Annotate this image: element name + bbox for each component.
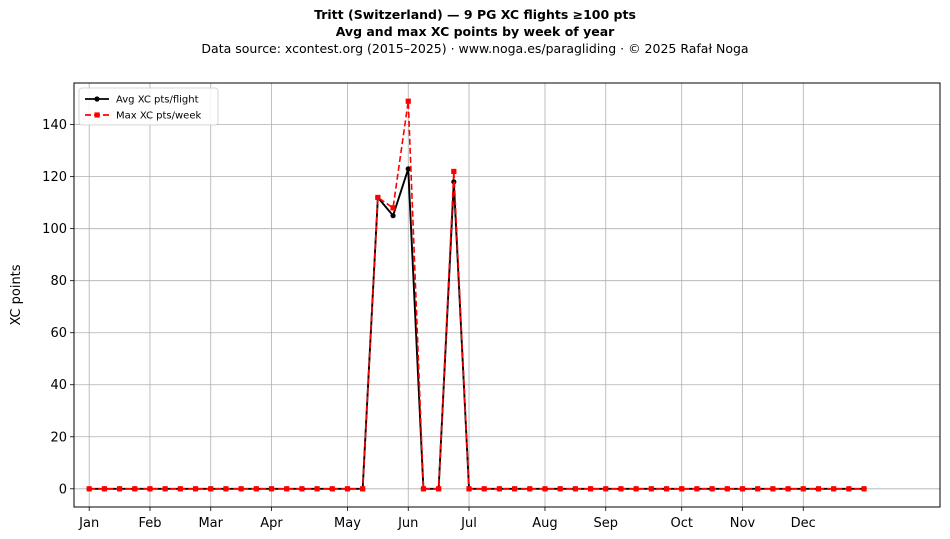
data-point-max [344,486,351,492]
y-tick-label: 100 [42,222,67,237]
data-point-max [86,486,92,492]
plot-area [86,98,867,492]
data-point-max [375,194,381,201]
y-tick-label: 140 [42,118,67,133]
data-point-max [314,486,320,492]
data-point-max [648,486,654,492]
data-point-max [603,486,609,492]
data-point-max [755,486,761,492]
data-point-max [451,168,457,175]
x-tick-label: Feb [138,516,161,531]
data-point-max [223,486,229,492]
data-point-avg [405,166,411,172]
data-point-max [192,486,199,492]
data-point-max [177,486,183,492]
x-tick-label: Sep [593,516,618,531]
data-point-max [405,98,411,104]
data-point-max [284,486,290,492]
data-source-note: Data source: xcontest.org (2015–2025) · … [201,41,749,56]
data-point-max [527,486,533,492]
data-point-max [831,486,837,492]
data-point-max [587,486,594,492]
data-point-max [572,486,578,492]
data-point-max [511,486,518,492]
x-tick-label: Jul [460,516,477,531]
x-tick-label: Aug [532,516,557,531]
y-tick-label: 0 [59,482,67,497]
data-point-max [557,486,563,492]
data-point-max [390,205,396,211]
data-point-max [815,486,822,492]
data-point-max [238,486,244,492]
data-point-max [542,486,548,492]
data-point-max [679,486,685,492]
data-point-max [132,486,138,492]
data-point-max [785,486,791,492]
data-point-max [147,486,153,492]
y-tick-label: 120 [42,170,67,185]
x-tick-label: Nov [730,516,756,531]
data-point-avg [390,213,396,219]
x-tick-label: Dec [791,516,816,531]
x-axis: Jan Feb Mar Apr May Jun Jul Aug Sep Oct Nov Dec [78,507,816,531]
data-point-max [709,486,715,492]
data-point-max [360,486,366,492]
data-point-max [420,486,427,492]
x-tick-label: Oct [670,516,692,531]
x-tick-label: May [334,516,361,531]
data-point-max [846,486,852,492]
data-point-max [101,486,107,492]
data-point-max [496,486,503,492]
legend-marker-square [94,112,100,118]
grid-lines [74,83,940,507]
data-point-max [329,486,335,492]
data-point-max [299,486,305,492]
x-tick-label: Mar [198,516,223,531]
y-tick-label: 80 [50,274,67,289]
data-point-max [770,486,776,492]
data-point-max [694,486,700,492]
data-point-max [861,486,867,492]
y-tick-label: 60 [50,326,67,341]
data-point-max [663,486,670,492]
x-tick-label: Jan [78,516,99,531]
data-point-max [466,486,472,492]
legend-marker-circle [94,96,100,102]
title-block: Tritt (Switzerland) — 9 PG XC flights ≥1… [0,6,950,57]
legend-label: Avg XC pts/flight [116,95,199,106]
y-axis-label: XC points [9,264,24,325]
data-point-max [618,486,624,492]
data-point-max [481,486,487,492]
data-point-max [739,486,746,492]
data-point-max [724,486,730,492]
legend-box [78,87,219,126]
axes-frame [73,82,941,508]
legend-label: Max XC pts/week [116,111,201,122]
data-point-max [253,486,259,492]
x-tick-label: Apr [260,516,283,531]
x-tick-label: Jun [397,516,418,531]
data-point-max [116,486,123,492]
data-point-max [800,486,806,492]
y-tick-label: 40 [50,378,67,393]
data-point-max [633,486,639,492]
data-point-max [208,486,214,492]
data-point-max [162,486,168,492]
series-line-1 [89,100,865,490]
y-axis: 0 20 40 60 80 100 120 140 [42,118,74,497]
data-point-max [268,486,275,492]
chart-title: Tritt (Switzerland) — 9 PG XC flights ≥1… [314,7,636,22]
data-point-max [436,486,442,492]
legend: Avg XC pts/flight Max XC pts/week [78,87,219,126]
chart-subtitle: Avg and max XC points by week of year [335,24,615,39]
series-line-0 [89,167,865,490]
y-tick-label: 20 [50,430,67,445]
